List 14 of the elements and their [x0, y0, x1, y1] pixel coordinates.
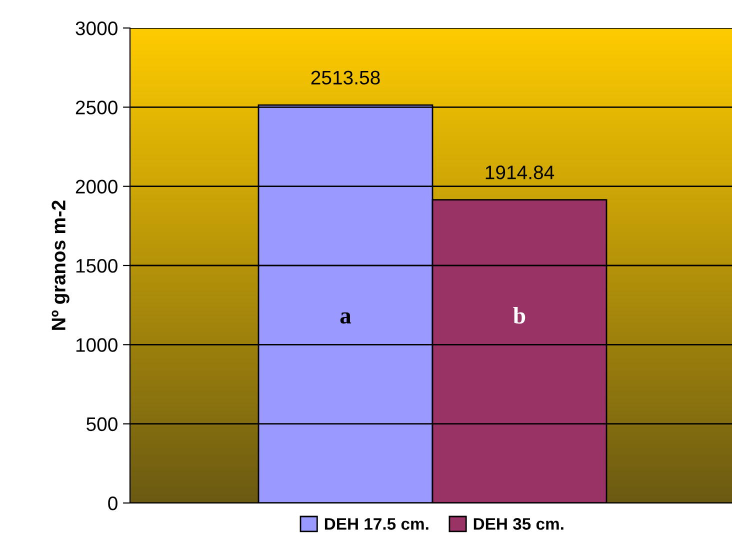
y-tick-label: 1000 — [76, 338, 118, 352]
y-axis-title: Nº granos m-2 — [52, 200, 70, 330]
legend-label: DEH 35 cm. — [474, 518, 564, 530]
annotation: a — [340, 312, 352, 324]
y-tick-label: 500 — [86, 417, 118, 432]
legend-label: DEH 17.5 cm. — [324, 518, 428, 530]
y-tick-label: 2500 — [76, 100, 118, 114]
y-tick-label: 0 — [108, 496, 118, 510]
y-tick-label: 2000 — [76, 180, 118, 194]
y-tick-label: 3000 — [76, 21, 118, 36]
data-label: 2513.58 — [311, 70, 380, 85]
y-tick-label: 1500 — [76, 258, 118, 273]
data-label: 1914.84 — [486, 166, 554, 180]
annotation: b — [513, 307, 526, 324]
